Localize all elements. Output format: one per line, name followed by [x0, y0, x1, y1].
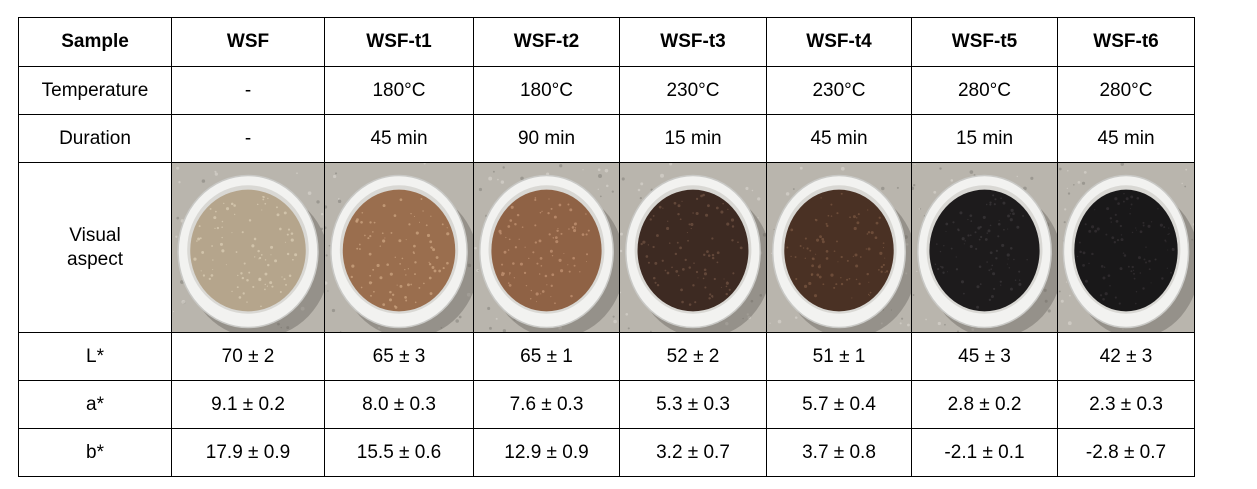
table-cell: 52 ± 2 — [619, 332, 767, 381]
sample-photo-cell — [171, 162, 325, 333]
table-cell: 180°C — [473, 66, 620, 115]
table-cell: 9.1 ± 0.2 — [171, 380, 325, 429]
table-cell: 7.6 ± 0.3 — [473, 380, 620, 429]
table-cell: - — [171, 114, 325, 163]
table-cell: 280°C — [911, 66, 1058, 115]
table-cell: 2.3 ± 0.3 — [1057, 380, 1195, 429]
table-cell: 8.0 ± 0.3 — [324, 380, 474, 429]
row-label: Visual aspect — [18, 162, 172, 333]
sample-table: Sample WSF WSF-t1 WSF-t2 WSF-t3 WSF-t4 W… — [18, 17, 1195, 477]
table-cell: 12.9 ± 0.9 — [473, 428, 620, 477]
sample-photo — [172, 163, 324, 332]
sample-photo — [620, 163, 766, 332]
table-cell: 45 min — [766, 114, 912, 163]
table-container: Sample WSF WSF-t1 WSF-t2 WSF-t3 WSF-t4 W… — [18, 17, 1195, 477]
table-cell: 70 ± 2 — [171, 332, 325, 381]
header-cell: WSF-t1 — [324, 17, 474, 67]
table-cell: 15.5 ± 0.6 — [324, 428, 474, 477]
table-cell: 280°C — [1057, 66, 1195, 115]
l-star-row: L* 70 ± 2 65 ± 3 65 ± 1 52 ± 2 51 ± 1 45… — [18, 332, 1195, 381]
sample-photo — [325, 163, 473, 332]
table-cell: -2.1 ± 0.1 — [911, 428, 1058, 477]
visual-label-line2: aspect — [67, 248, 123, 270]
row-label: a* — [18, 380, 172, 429]
header-cell: WSF-t6 — [1057, 17, 1195, 67]
table-cell: 3.2 ± 0.7 — [619, 428, 767, 477]
sample-photo-cell — [911, 162, 1058, 333]
sample-photo-cell — [1057, 162, 1195, 333]
a-star-row: a* 9.1 ± 0.2 8.0 ± 0.3 7.6 ± 0.3 5.3 ± 0… — [18, 380, 1195, 429]
table-cell: 45 ± 3 — [911, 332, 1058, 381]
sample-photo — [1058, 163, 1194, 332]
header-cell: WSF-t4 — [766, 17, 912, 67]
sample-photo — [767, 163, 911, 332]
header-cell: WSF-t3 — [619, 17, 767, 67]
header-cell: WSF-t2 — [473, 17, 620, 67]
table-cell: 230°C — [766, 66, 912, 115]
table-cell: 45 min — [324, 114, 474, 163]
table-cell: 17.9 ± 0.9 — [171, 428, 325, 477]
row-label: Duration — [18, 114, 172, 163]
sample-photo-cell — [619, 162, 767, 333]
table-cell: 2.8 ± 0.2 — [911, 380, 1058, 429]
sample-photo-cell — [324, 162, 474, 333]
table-cell: 5.3 ± 0.3 — [619, 380, 767, 429]
table-cell: 15 min — [911, 114, 1058, 163]
row-label: b* — [18, 428, 172, 477]
table-cell: 180°C — [324, 66, 474, 115]
row-label: Temperature — [18, 66, 172, 115]
sample-photo-cell — [766, 162, 912, 333]
table-cell: 5.7 ± 0.4 — [766, 380, 912, 429]
temperature-row: Temperature - 180°C 180°C 230°C 230°C 28… — [18, 66, 1195, 115]
table-cell: 230°C — [619, 66, 767, 115]
table-cell: 15 min — [619, 114, 767, 163]
table-cell: 65 ± 1 — [473, 332, 620, 381]
visual-aspect-row: Visual aspect — [18, 162, 1195, 333]
table-cell: 65 ± 3 — [324, 332, 474, 381]
header-row: Sample WSF WSF-t1 WSF-t2 WSF-t3 WSF-t4 W… — [18, 17, 1195, 67]
b-star-row: b* 17.9 ± 0.9 15.5 ± 0.6 12.9 ± 0.9 3.2 … — [18, 428, 1195, 477]
header-cell: WSF-t5 — [911, 17, 1058, 67]
sample-photo — [474, 163, 619, 332]
visual-label-line1: Visual — [69, 224, 121, 246]
duration-row: Duration - 45 min 90 min 15 min 45 min 1… — [18, 114, 1195, 163]
header-cell: WSF — [171, 17, 325, 67]
table-cell: 3.7 ± 0.8 — [766, 428, 912, 477]
table-cell: -2.8 ± 0.7 — [1057, 428, 1195, 477]
header-cell: Sample — [18, 17, 172, 67]
sample-photo-cell — [473, 162, 620, 333]
sample-photo — [912, 163, 1057, 332]
row-label: L* — [18, 332, 172, 381]
table-cell: 45 min — [1057, 114, 1195, 163]
table-cell: 51 ± 1 — [766, 332, 912, 381]
table-cell: 42 ± 3 — [1057, 332, 1195, 381]
table-cell: - — [171, 66, 325, 115]
table-cell: 90 min — [473, 114, 620, 163]
